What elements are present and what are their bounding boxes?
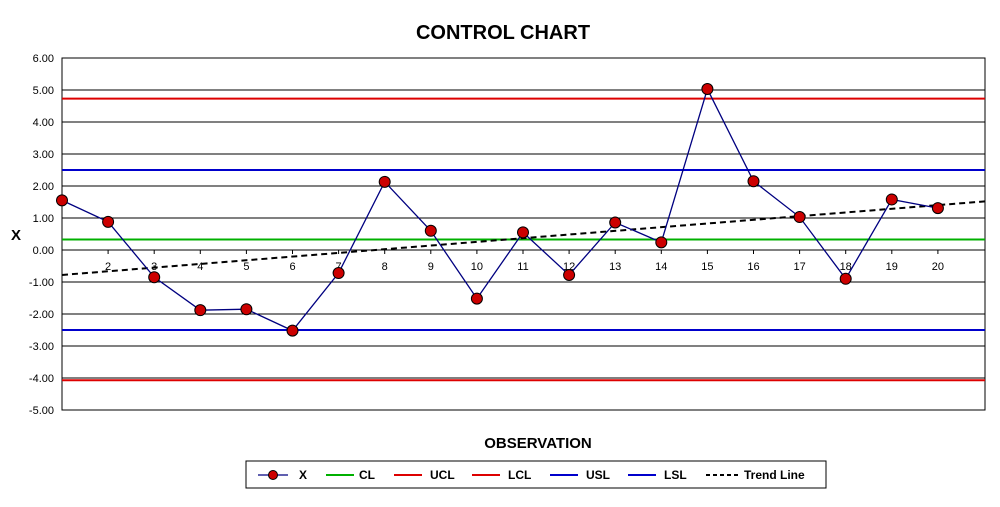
- x-tick-label: 9: [428, 261, 434, 273]
- legend-label: LCL: [508, 468, 531, 482]
- data-point: [885, 193, 898, 206]
- legend-label: CL: [359, 468, 375, 482]
- x-tick-label: 2: [105, 261, 111, 273]
- y-tick-label: -2.00: [29, 309, 54, 321]
- y-tick-label: 3.00: [33, 149, 54, 161]
- x-tick-label: 20: [932, 261, 944, 273]
- legend-label: X: [299, 468, 307, 482]
- x-tick-label: 16: [747, 261, 759, 273]
- legend-label: UCL: [430, 468, 455, 482]
- x-tick-label: 14: [655, 261, 667, 273]
- x-tick-label: 19: [886, 261, 898, 273]
- legend-label: USL: [586, 468, 610, 482]
- x-axis-title: OBSERVATION: [484, 435, 592, 452]
- data-point: [240, 303, 253, 316]
- y-axis-title: X: [11, 227, 21, 244]
- data-point: [102, 215, 115, 228]
- x-tick-label: 13: [609, 261, 621, 273]
- data-point: [517, 226, 529, 239]
- legend-label: LSL: [664, 468, 687, 482]
- x-tick-label: 11: [517, 261, 528, 273]
- data-point: [931, 202, 944, 215]
- data-point: [470, 292, 483, 305]
- data-point: [701, 83, 714, 96]
- data-point: [839, 272, 852, 285]
- x-tick-label: 15: [701, 261, 713, 273]
- data-point: [655, 236, 668, 249]
- data-point: [56, 194, 68, 207]
- data-point: [332, 267, 345, 280]
- y-tick-label: -3.00: [29, 341, 54, 353]
- x-tick-label: 10: [471, 261, 483, 273]
- y-tick-label: -5.00: [29, 405, 54, 417]
- x-tick-label: 18: [840, 261, 852, 273]
- x-tick-label: 5: [243, 261, 249, 273]
- data-point: [793, 211, 806, 224]
- y-tick-label: -1.00: [29, 277, 54, 289]
- x-tick-label: 17: [793, 261, 805, 273]
- x-tick-label: 7: [336, 261, 342, 273]
- data-point: [747, 175, 760, 188]
- y-tick-label: 5.00: [33, 85, 54, 97]
- data-point: [563, 268, 576, 281]
- y-tick-label: 0.00: [33, 245, 54, 257]
- y-tick-label: 2.00: [33, 181, 54, 193]
- data-point: [148, 271, 161, 284]
- x-tick-label: 8: [382, 261, 388, 273]
- chart-title: CONTROL CHART: [416, 22, 590, 44]
- data-point: [286, 324, 299, 337]
- series-line-x: [61, 87, 939, 332]
- data-point: [194, 304, 207, 317]
- data-point: [424, 224, 437, 237]
- data-point: [378, 175, 391, 188]
- y-tick-label: 1.00: [33, 213, 54, 225]
- y-tick-label: 4.00: [33, 117, 54, 129]
- y-tick-label: -4.00: [29, 373, 54, 385]
- legend-label: Trend Line: [744, 468, 805, 482]
- data-point: [609, 216, 622, 229]
- legend-marker-x: [268, 470, 278, 480]
- y-tick-label: 6.00: [33, 53, 54, 65]
- x-tick-label: 4: [197, 261, 203, 273]
- x-tick-label: 6: [289, 261, 295, 273]
